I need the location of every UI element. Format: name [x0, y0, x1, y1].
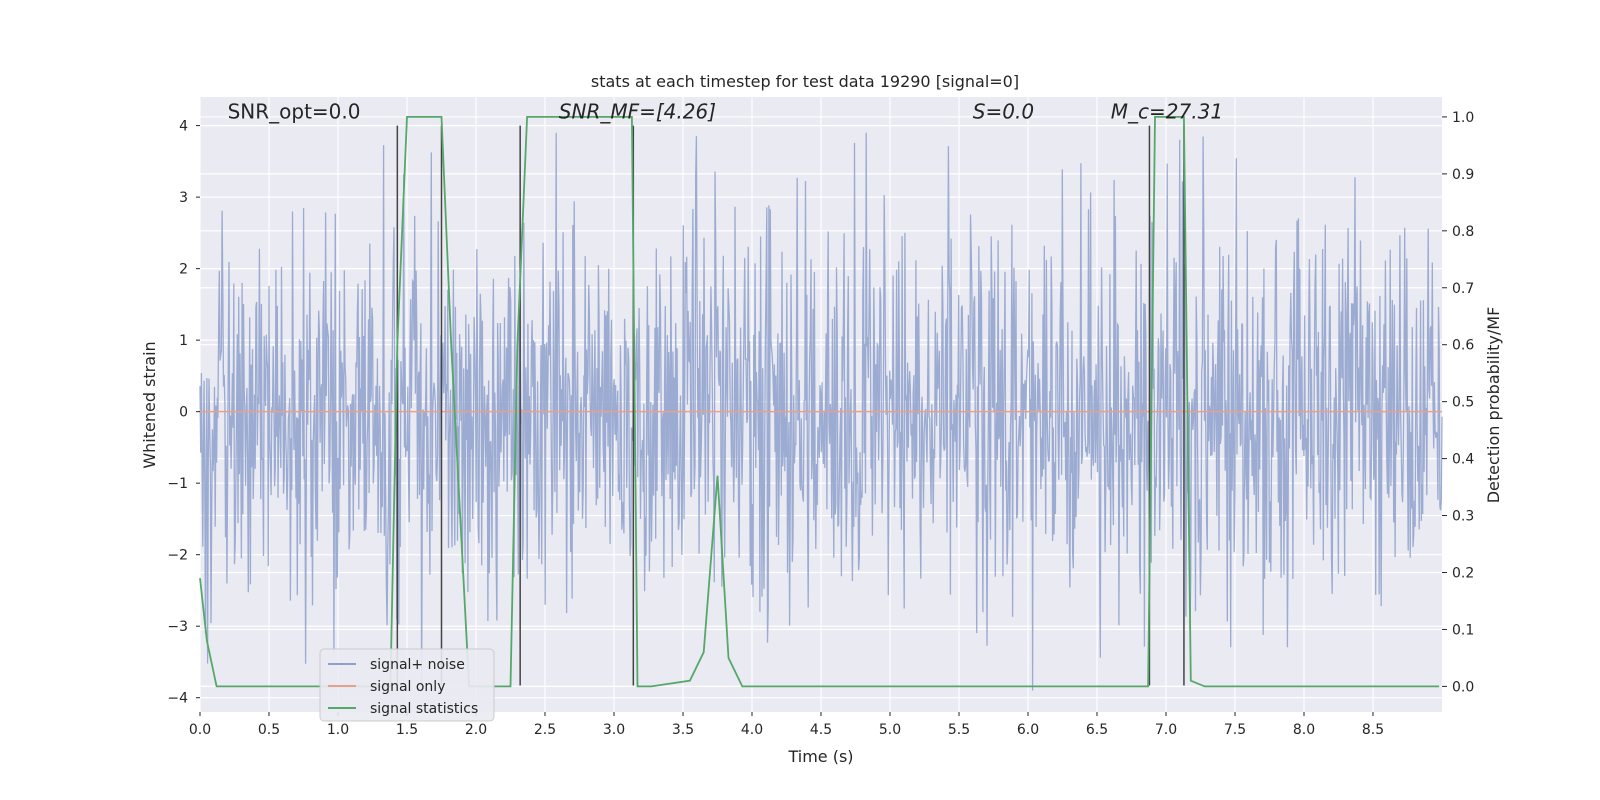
y-tick-label: 4	[179, 119, 188, 135]
y-tick-label: 0	[179, 405, 188, 421]
y-tick-label: 2	[179, 262, 188, 278]
x-tick-label: 3.0	[603, 722, 625, 738]
y2-tick-label: 0.3	[1452, 509, 1474, 525]
y-tick-label: −3	[167, 619, 188, 635]
x-tick-label: 6.5	[1086, 722, 1108, 738]
y2-tick-label: 0.5	[1452, 395, 1474, 411]
y2-tick-label: 0.1	[1452, 622, 1474, 638]
y2-tick-label: 1.0	[1452, 110, 1474, 126]
signal-noise-line	[199, 132, 1443, 691]
annotation: S=0.0	[973, 99, 1034, 123]
annotation: SNR_MF=[4.26]	[559, 99, 716, 123]
x-tick-label: 8.0	[1293, 722, 1315, 738]
signal-statistics-line	[199, 116, 1440, 688]
y-tick-label: 1	[179, 333, 188, 349]
chart-title: stats at each timestep for test data 192…	[591, 72, 1019, 91]
y2-axis-label: Detection probability/MF	[1484, 307, 1503, 504]
y-tick-label: 3	[179, 190, 188, 206]
y2-tick-label: 0.2	[1452, 565, 1474, 581]
x-tick-label: 4.0	[741, 722, 763, 738]
annotations: SNR_opt=0.0 SNR_MF=[4.26] S=0.0 M_c=27.31	[228, 99, 1223, 123]
x-tick-label: 6.0	[1017, 722, 1039, 738]
x-tick-label: 1.5	[396, 722, 418, 738]
legend-label: signal+ noise	[370, 657, 465, 673]
y-tick-label: −4	[167, 691, 188, 707]
y-tick-labels: −4 −3 −2 −1 0 1 2 3 4	[167, 119, 200, 707]
annotation: M_c=27.31	[1111, 99, 1223, 123]
y2-tick-label: 0.6	[1452, 338, 1474, 354]
y2-tick-label: 0.0	[1452, 679, 1474, 695]
y2-tick-label: 0.9	[1452, 167, 1474, 183]
x-tick-label: 7.0	[1155, 722, 1177, 738]
legend-box	[319, 648, 495, 722]
annotation: SNR_opt=0.0	[228, 99, 361, 123]
y-axis-label: Whitened strain	[140, 341, 159, 468]
x-axis-label: Time (s)	[787, 747, 853, 766]
x-tick-labels: 0.0 0.5 1.0 1.5 2.0 2.5 3.0 3.5 4.0 4.5 5.0 5.5 6.0 6…	[189, 712, 1384, 738]
x-tick-label: 1.0	[327, 722, 349, 738]
series-signal-statistics	[199, 116, 1440, 688]
x-tick-label: 2.0	[465, 722, 487, 738]
x-tick-label: 3.5	[672, 722, 694, 738]
legend-label: signal statistics	[370, 701, 478, 717]
x-tick-label: 5.0	[879, 722, 901, 738]
y2-tick-label: 0.7	[1452, 281, 1474, 297]
legend: signal+ noise signal only signal statistic…	[319, 648, 495, 722]
y-tick-label: −2	[167, 548, 188, 564]
x-tick-label: 7.5	[1224, 722, 1246, 738]
y-tick-label: −1	[167, 476, 188, 492]
y2-tick-label: 0.4	[1452, 452, 1474, 468]
x-tick-label: 2.5	[534, 722, 556, 738]
y2-tick-label: 0.8	[1452, 224, 1474, 240]
x-tick-label: 8.5	[1362, 722, 1384, 738]
legend-label: signal only	[370, 679, 445, 695]
x-tick-label: 4.5	[810, 722, 832, 738]
x-tick-label: 5.5	[948, 722, 970, 738]
series-signal-noise	[199, 132, 1443, 691]
y2-tick-labels: 0.0 0.1 0.2 0.3 0.4 0.5 0.6 0.7 0.8 0.9 1.0	[1442, 110, 1474, 695]
x-tick-label: 0.5	[258, 722, 280, 738]
x-tick-label: 0.0	[189, 722, 211, 738]
